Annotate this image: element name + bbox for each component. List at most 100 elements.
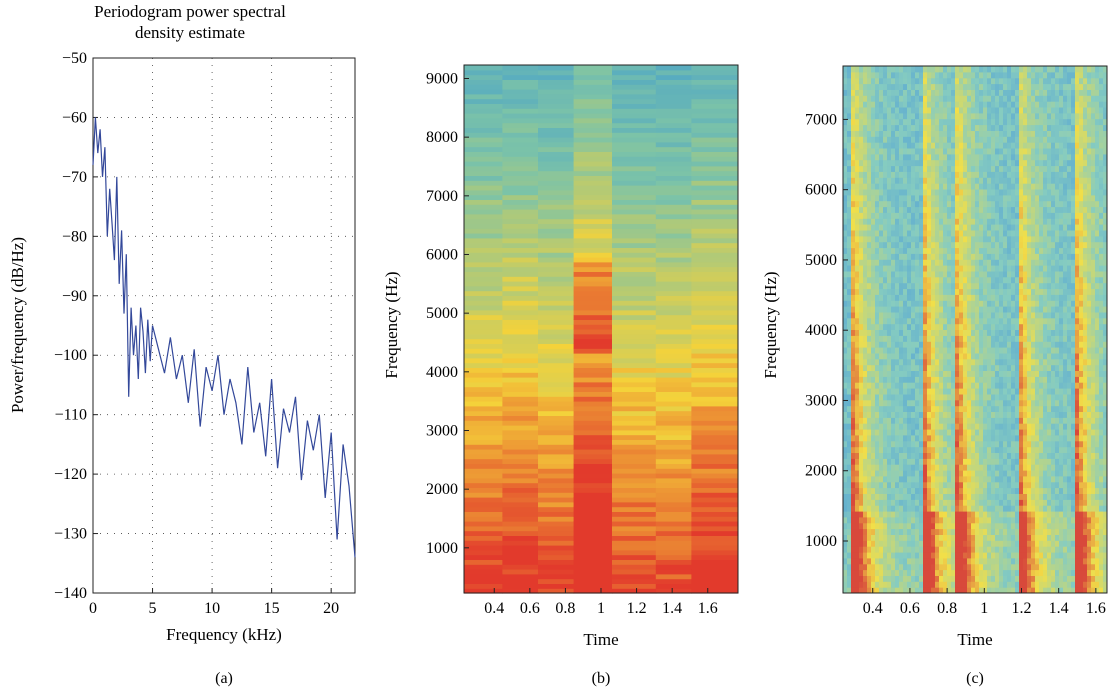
heatmap-cell bbox=[943, 282, 948, 290]
heatmap-cell bbox=[951, 458, 956, 465]
heatmap-cell bbox=[971, 311, 976, 319]
heatmap-cell bbox=[991, 124, 996, 131]
heatmap-cell bbox=[995, 464, 1000, 471]
heatmap-cell bbox=[899, 382, 904, 389]
heatmap-cell bbox=[899, 434, 904, 442]
heatmap-cell bbox=[871, 569, 876, 576]
heatmap-cell bbox=[612, 583, 657, 589]
x-tick-label: 1.2 bbox=[627, 600, 647, 617]
heatmap-cell bbox=[871, 83, 876, 90]
heatmap-cell bbox=[573, 535, 613, 541]
heatmap-cell bbox=[1015, 224, 1020, 231]
heatmap-cell bbox=[1023, 429, 1028, 436]
heatmap-cell bbox=[895, 470, 900, 477]
heatmap-cell bbox=[887, 311, 892, 319]
heatmap-cell bbox=[975, 66, 980, 73]
heatmap-cell bbox=[1023, 288, 1028, 295]
heatmap-cell bbox=[903, 282, 908, 290]
heatmap-cell bbox=[1007, 528, 1012, 535]
heatmap-cell bbox=[855, 159, 860, 167]
heatmap-cell bbox=[927, 77, 932, 85]
heatmap-cell bbox=[879, 405, 884, 412]
heatmap-cell bbox=[887, 194, 892, 202]
heatmap-cell bbox=[995, 352, 1000, 360]
heatmap-cell bbox=[502, 89, 539, 95]
heatmap-cell bbox=[931, 171, 936, 178]
heatmap-cell bbox=[1007, 446, 1012, 453]
heatmap-cell bbox=[863, 270, 868, 278]
heatmap-cell bbox=[851, 452, 856, 459]
heatmap-cell bbox=[855, 528, 860, 535]
heatmap-cell bbox=[573, 213, 613, 220]
heatmap-cell bbox=[1019, 83, 1024, 90]
heatmap-cell bbox=[502, 261, 539, 268]
heatmap-cell bbox=[971, 481, 976, 489]
heatmap-cell bbox=[919, 434, 924, 442]
heatmap-cell bbox=[923, 153, 928, 161]
heatmap-cell bbox=[931, 124, 936, 131]
heatmap-cell bbox=[863, 557, 868, 565]
heatmap-cell bbox=[927, 405, 932, 412]
heatmap-cell bbox=[1015, 546, 1020, 553]
heatmap-cell bbox=[1019, 171, 1024, 178]
heatmap-cell bbox=[983, 434, 988, 442]
heatmap-cell bbox=[887, 118, 892, 126]
heatmap-cell bbox=[979, 317, 984, 325]
heatmap-cell bbox=[843, 546, 848, 553]
heatmap-cell bbox=[955, 259, 960, 266]
heatmap-cell bbox=[502, 223, 539, 229]
heatmap-cell bbox=[955, 148, 960, 155]
heatmap-cell bbox=[983, 358, 988, 366]
heatmap-cell bbox=[1003, 235, 1008, 243]
heatmap-cell bbox=[979, 294, 984, 301]
heatmap-cell bbox=[1023, 388, 1028, 395]
heatmap-cell bbox=[1019, 505, 1024, 512]
heatmap-cell bbox=[967, 317, 972, 325]
heatmap-cell bbox=[911, 382, 916, 389]
heatmap-cell bbox=[963, 347, 968, 354]
heatmap-cell bbox=[951, 189, 956, 196]
heatmap-cell bbox=[971, 317, 976, 325]
heatmap-cell bbox=[967, 528, 972, 535]
heatmap-cell bbox=[907, 112, 912, 120]
heatmap-cell bbox=[867, 259, 872, 266]
heatmap-cell bbox=[935, 300, 940, 307]
heatmap-cell bbox=[911, 399, 916, 407]
heatmap-cell bbox=[875, 405, 880, 412]
heatmap-cell bbox=[955, 452, 960, 459]
heatmap-cell bbox=[1015, 294, 1020, 301]
heatmap-cell bbox=[955, 294, 960, 301]
heatmap-cell bbox=[847, 253, 852, 260]
panel-c-spectrogram: 0.4 0.6 0.8 1 1.2 1.4 1.6100020003000400050006… bbox=[761, 65, 1108, 687]
heatmap-cell bbox=[951, 206, 956, 213]
heatmap-cell bbox=[655, 559, 692, 565]
heatmap-cell bbox=[1003, 546, 1008, 553]
heatmap-cell bbox=[655, 122, 692, 128]
heatmap-cell bbox=[967, 393, 972, 401]
heatmap-cell bbox=[971, 434, 976, 442]
heatmap-cell bbox=[955, 177, 960, 184]
heatmap-cell bbox=[971, 247, 976, 254]
heatmap-cell bbox=[959, 540, 964, 547]
heatmap-cell bbox=[1003, 587, 1008, 594]
heatmap-cell bbox=[959, 534, 964, 541]
heatmap-cell bbox=[963, 393, 968, 401]
heatmap-cell bbox=[1011, 294, 1016, 301]
heatmap-cell bbox=[691, 69, 739, 76]
heatmap-cell bbox=[951, 259, 956, 266]
heatmap-cell bbox=[915, 218, 920, 225]
heatmap-cell bbox=[502, 132, 539, 138]
heatmap-cell bbox=[899, 475, 904, 483]
heatmap-cell bbox=[847, 300, 852, 307]
x-tick-label: 20 bbox=[323, 600, 339, 617]
heatmap-cell bbox=[979, 300, 984, 307]
heatmap-cell bbox=[502, 549, 539, 556]
heatmap-cell bbox=[923, 89, 928, 96]
heatmap-cell bbox=[1023, 206, 1028, 213]
heatmap-cell bbox=[891, 89, 896, 96]
heatmap-cell bbox=[612, 151, 657, 157]
heatmap-cell bbox=[971, 446, 976, 453]
heatmap-cell bbox=[855, 218, 860, 225]
heatmap-cell bbox=[939, 212, 944, 219]
heatmap-cell bbox=[891, 235, 896, 243]
